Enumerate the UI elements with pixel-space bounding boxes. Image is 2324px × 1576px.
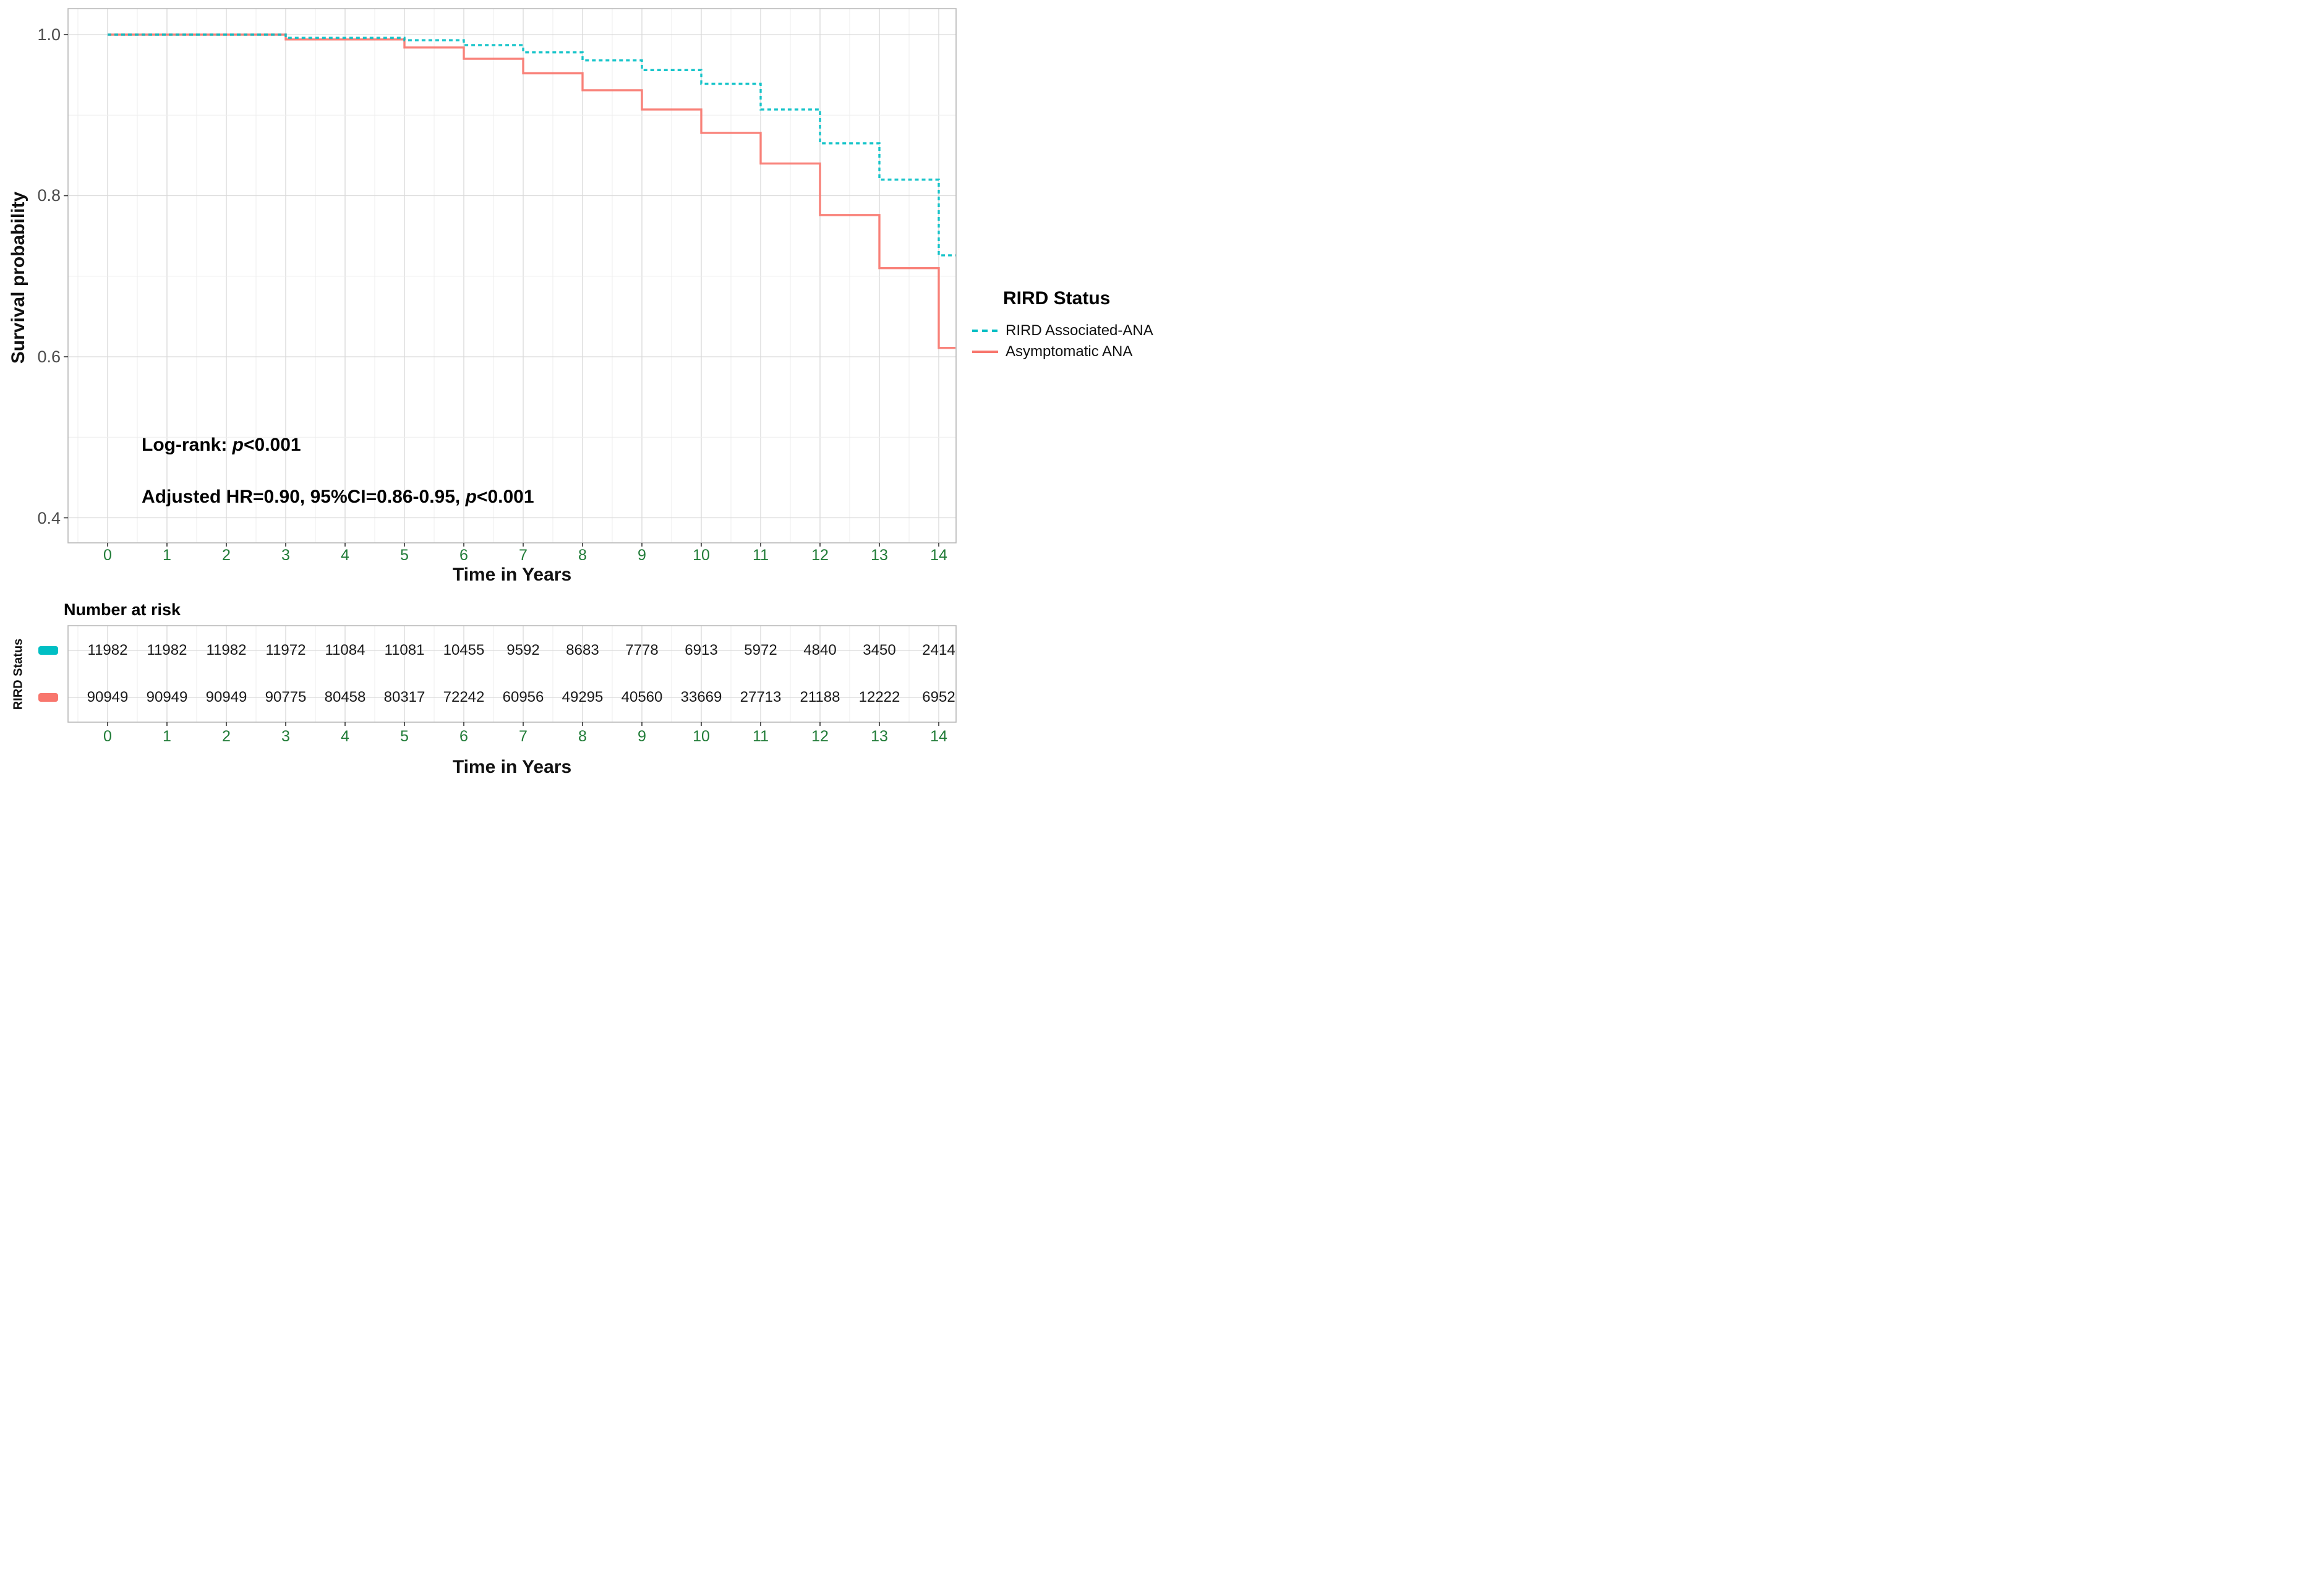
risk-count: 11972 — [265, 642, 306, 658]
logrank-text: Log-rank: — [142, 435, 233, 455]
risk-count: 49295 — [562, 689, 604, 705]
risk-count: 11081 — [384, 642, 425, 658]
legend-title: RIRD Status — [1003, 288, 1111, 309]
y-tick-label: 0.8 — [37, 186, 61, 205]
x-tick-label: 5 — [400, 728, 409, 745]
y-tick-label: 1.0 — [37, 25, 61, 44]
hr-pvalue: <0.001 — [476, 487, 534, 507]
legend-label-rird: RIRD Associated-ANA — [1006, 322, 1153, 339]
x-tick-label: 5 — [400, 547, 409, 564]
hazard-ratio-annotation: Adjusted HR=0.90, 95%CI=0.86-0.95, p<0.0… — [142, 487, 534, 508]
risk-count: 10455 — [443, 642, 485, 658]
x-axis-title: Time in Years — [452, 564, 572, 585]
risk-count: 90949 — [146, 689, 188, 705]
x-tick-label: 3 — [281, 547, 290, 564]
risk-count: 90949 — [205, 689, 247, 705]
risk-count: 90949 — [87, 689, 129, 705]
risk-count: 6913 — [685, 642, 718, 658]
logrank-pvalue: <0.001 — [244, 435, 301, 455]
dashed-line-key-icon — [972, 330, 998, 332]
risk-count: 27713 — [740, 689, 782, 705]
x-tick-label: 6 — [459, 547, 468, 564]
risk-count: 33669 — [680, 689, 722, 705]
risk-count: 6952 — [922, 689, 955, 705]
risk-count: 5972 — [744, 642, 777, 658]
y-tick-label: 0.4 — [37, 509, 61, 527]
risk-count: 80458 — [324, 689, 366, 705]
risk-count: 40560 — [621, 689, 663, 705]
x-tick-label: 1 — [163, 728, 171, 745]
hr-p-italic: p — [465, 487, 477, 507]
risk-table-axis-label: RIRD Status — [11, 638, 25, 710]
legend-entry-asymptomatic: Asymptomatic ANA — [971, 343, 1132, 360]
x-tick-label: 9 — [638, 728, 646, 745]
x-tick-label: 9 — [638, 547, 646, 564]
risk-count: 12222 — [858, 689, 900, 705]
risk-count: 9592 — [506, 642, 540, 658]
logrank-p-italic: p — [232, 435, 244, 455]
x-tick-label: 8 — [578, 728, 587, 745]
x-tick-label: 14 — [930, 547, 947, 564]
risk-count: 11982 — [147, 642, 187, 658]
hr-text: Adjusted HR=0.90, 95%CI=0.86-0.95, — [142, 487, 466, 507]
risk-count: 60956 — [502, 689, 544, 705]
risk-count: 8683 — [566, 642, 599, 658]
x-tick-label: 13 — [871, 547, 888, 564]
risk-count: 21188 — [800, 689, 840, 705]
risk-count: 11084 — [325, 642, 365, 658]
x-tick-label: 7 — [519, 728, 528, 745]
x-tick-label: 12 — [811, 728, 829, 745]
logrank-annotation: Log-rank: p<0.001 — [142, 435, 301, 456]
x-tick-label: 6 — [459, 728, 468, 745]
risk-count: 72242 — [443, 689, 485, 705]
x-tick-label: 4 — [341, 728, 349, 745]
risk-count: 11982 — [87, 642, 128, 658]
risk-table-title: Number at risk — [64, 600, 181, 619]
risk-x-axis-title: Time in Years — [452, 757, 572, 777]
legend-entry-rird: RIRD Associated-ANA — [971, 322, 1153, 339]
x-tick-label: 0 — [103, 547, 112, 564]
x-tick-label: 3 — [281, 728, 290, 745]
x-tick-label: 12 — [811, 547, 829, 564]
x-tick-label: 11 — [753, 547, 769, 564]
x-tick-label: 14 — [930, 728, 947, 745]
solid-line-key-icon — [972, 351, 998, 353]
x-tick-label: 2 — [222, 728, 231, 745]
x-tick-label: 1 — [163, 547, 171, 564]
x-tick-label: 13 — [871, 728, 888, 745]
y-tick-label: 0.6 — [37, 347, 61, 366]
legend-label-asymptomatic: Asymptomatic ANA — [1006, 343, 1133, 360]
risk-count: 11982 — [206, 642, 247, 658]
chart-canvas — [38, 8, 957, 726]
x-tick-label: 0 — [103, 728, 112, 745]
risk-count: 90775 — [265, 689, 307, 705]
x-tick-label: 8 — [578, 547, 587, 564]
x-tick-label: 10 — [693, 547, 710, 564]
risk-count: 80317 — [383, 689, 425, 705]
risk-count: 4840 — [803, 642, 837, 658]
x-tick-label: 2 — [222, 547, 231, 564]
x-tick-label: 4 — [341, 547, 349, 564]
risk-count: 3450 — [863, 642, 896, 658]
x-tick-label: 10 — [693, 728, 710, 745]
risk-count: 2414 — [922, 642, 955, 658]
x-tick-label: 11 — [753, 728, 769, 745]
x-tick-label: 7 — [519, 547, 528, 564]
risk-count: 7778 — [625, 642, 659, 658]
